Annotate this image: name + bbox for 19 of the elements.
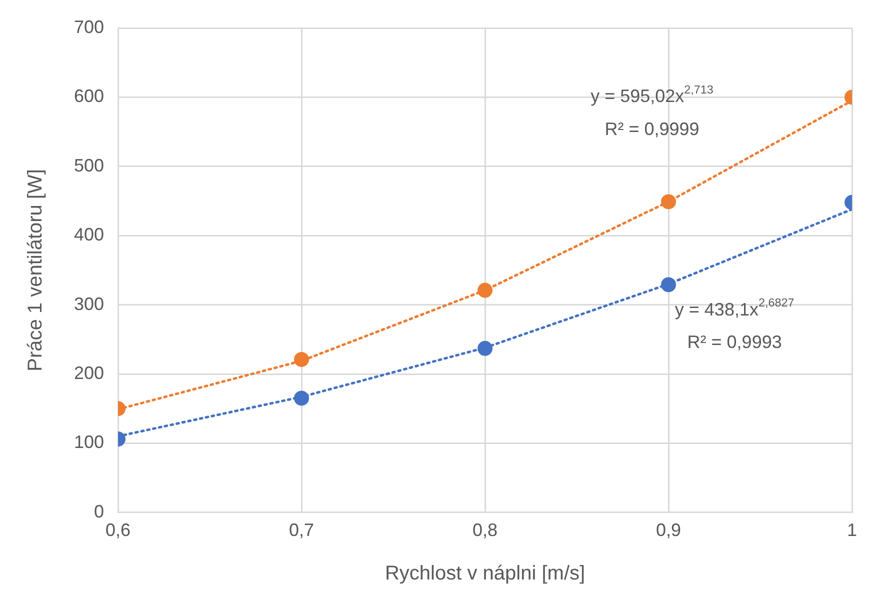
y-tick-label: 400 [74,224,104,245]
y-tick-label: 600 [74,86,104,106]
x-tick-label: 0,8 [472,520,498,540]
x-tick-label: 0,9 [656,520,682,540]
y-tick-label: 700 [74,16,104,37]
y-axis-title: Práce 1 ventilátoru [W] [24,169,47,372]
annotation: R² = 0,9993 [687,332,782,352]
annotation: R² = 0,9999 [604,119,700,140]
x-tick-label: 0,7 [289,520,314,540]
point [478,340,493,356]
y-tick-label: 300 [74,294,104,314]
y-tick-label: 0 [94,501,104,522]
point [478,282,493,298]
x-tick-label: 1 [846,520,858,540]
x-axis-title: Rychlost v náplni [m/s] [384,562,586,585]
x-tick-label: 0,6 [106,520,131,540]
y-tick-label: 500 [74,155,104,176]
y-tick-label: 200 [74,362,104,383]
y-tick-label: 100 [74,432,104,452]
